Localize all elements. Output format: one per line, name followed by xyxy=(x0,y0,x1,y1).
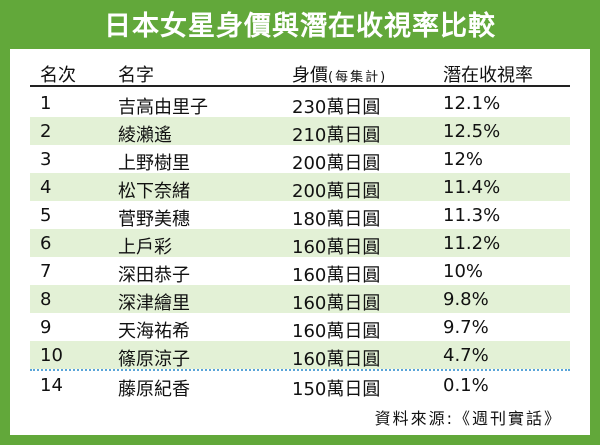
row-rating: 4.7% xyxy=(443,345,489,366)
source-note: 資料來源:《週刊實話》 xyxy=(374,409,562,428)
row-name: 天海祐希 xyxy=(118,321,190,342)
row-name: 上野樹里 xyxy=(118,153,190,174)
row-rating: 12% xyxy=(443,149,484,170)
row-price: 180萬日圓 xyxy=(292,209,381,230)
row-price: 230萬日圓 xyxy=(292,97,381,118)
table-row: 14 藤原紀香 150萬日圓 0.1% xyxy=(30,369,570,400)
row-rating: 12.5% xyxy=(443,121,501,142)
row-price: 210萬日圓 xyxy=(292,125,381,146)
row-price: 160萬日圓 xyxy=(292,265,381,286)
table-body: 1 吉高由里子 230萬日圓 12.1% 2 綾瀨遙 210萬日圓 12.5% … xyxy=(30,89,570,400)
row-price: 160萬日圓 xyxy=(292,321,381,342)
row-price: 200萬日圓 xyxy=(292,153,381,174)
table-row: 5 菅野美穗 180萬日圓 11.3% xyxy=(30,201,570,230)
row-rank: 14 xyxy=(40,375,63,396)
row-price: 150萬日圓 xyxy=(292,379,381,400)
row-name: 藤原紀香 xyxy=(118,379,190,400)
row-rank: 2 xyxy=(40,121,52,142)
table-row: 9 天海祐希 160萬日圓 9.7% xyxy=(30,313,570,342)
row-name: 綾瀨遙 xyxy=(118,125,172,146)
row-name: 菅野美穗 xyxy=(118,209,190,230)
row-rank: 8 xyxy=(40,289,52,310)
row-name: 松下奈緒 xyxy=(118,181,190,202)
table-row: 7 深田恭子 160萬日圓 10% xyxy=(30,257,570,286)
row-rank: 9 xyxy=(40,317,52,338)
row-price: 160萬日圓 xyxy=(292,349,381,370)
row-name: 上戶彩 xyxy=(118,237,172,258)
row-rating: 0.1% xyxy=(443,375,489,396)
table-header: 名次 名字 身價(每集計) 潛在收視率 xyxy=(30,61,570,87)
table-row: 10 篠原涼子 160萬日圓 4.7% xyxy=(30,341,570,370)
table-row: 6 上戶彩 160萬日圓 11.2% xyxy=(30,229,570,258)
table-panel: 名次 名字 身價(每集計) 潛在收視率 1 吉高由里子 230萬日圓 12.1%… xyxy=(10,49,590,435)
header-price-label: 身價 xyxy=(292,65,328,86)
header-price: 身價(每集計) xyxy=(292,61,387,87)
header-rank: 名次 xyxy=(40,65,76,86)
row-price: 160萬日圓 xyxy=(292,237,381,258)
row-rating: 9.8% xyxy=(443,289,489,310)
row-name: 深津繪里 xyxy=(118,293,190,314)
row-price: 200萬日圓 xyxy=(292,181,381,202)
row-name: 吉高由里子 xyxy=(118,97,208,118)
row-name: 深田恭子 xyxy=(118,265,190,286)
row-rank: 10 xyxy=(40,345,63,366)
row-rank: 7 xyxy=(40,261,52,282)
row-rating: 11.4% xyxy=(443,177,501,198)
table-row: 3 上野樹里 200萬日圓 12% xyxy=(30,145,570,174)
table-row: 1 吉高由里子 230萬日圓 12.1% xyxy=(30,89,570,118)
row-rank: 4 xyxy=(40,177,52,198)
table-row: 2 綾瀨遙 210萬日圓 12.5% xyxy=(30,117,570,146)
row-rating: 12.1% xyxy=(443,93,501,114)
header-name: 名字 xyxy=(118,65,154,86)
header-rating: 潛在收視率 xyxy=(443,65,533,86)
page-title: 日本女星身價與潛在收視率比較 xyxy=(104,11,496,42)
row-rating: 11.2% xyxy=(443,233,501,254)
row-name: 篠原涼子 xyxy=(118,349,190,370)
table-row: 4 松下奈緒 200萬日圓 11.4% xyxy=(30,173,570,202)
row-price: 160萬日圓 xyxy=(292,293,381,314)
row-rank: 5 xyxy=(40,205,52,226)
row-rating: 9.7% xyxy=(443,317,489,338)
row-rank: 1 xyxy=(40,93,52,114)
row-rank: 6 xyxy=(40,233,52,254)
header-price-unit: (每集計) xyxy=(328,70,388,85)
row-rating: 11.3% xyxy=(443,205,501,226)
row-rating: 10% xyxy=(443,261,484,282)
row-rank: 3 xyxy=(40,149,52,170)
table-row: 8 深津繪里 160萬日圓 9.8% xyxy=(30,285,570,314)
